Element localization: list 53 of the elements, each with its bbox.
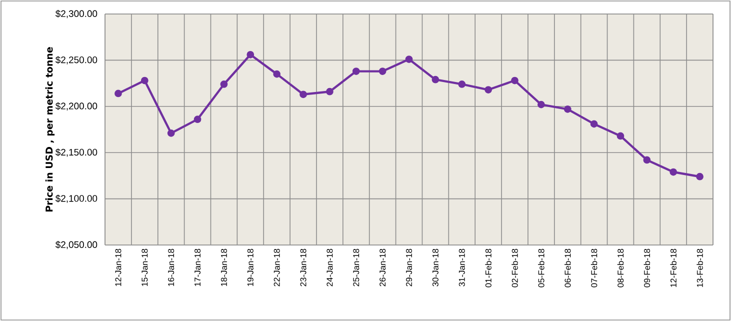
x-tick-label: 12-Jan-18 (115, 248, 122, 286)
point (194, 116, 202, 124)
x-tick-label: 25-Jan-18 (353, 248, 360, 286)
x-tick-label: 29-Jan-18 (406, 248, 412, 286)
x-tick-label: 19-Jan-18 (247, 248, 254, 286)
point (616, 132, 624, 140)
point (378, 68, 386, 75)
point (432, 76, 440, 84)
x-tick-label: 30-Jan-18 (432, 248, 438, 286)
x-tick-label: 05-Feb-18 (538, 248, 544, 288)
y-tick-label: $2,300.00 (55, 10, 98, 18)
x-tick-label: 08-Feb-18 (617, 248, 624, 288)
point (590, 120, 598, 128)
point (300, 90, 307, 98)
point (405, 56, 413, 63)
point (167, 130, 175, 137)
point (352, 68, 360, 75)
x-tick-label: 24-Jan-18 (326, 248, 333, 286)
point (326, 88, 334, 96)
point (696, 172, 704, 180)
x-tick-label: 23-Jan-18 (300, 248, 306, 286)
x-tick-label: 06-Feb-18 (564, 248, 571, 288)
y-tick-label: $2,150.00 (55, 148, 98, 157)
point (537, 100, 545, 108)
x-tick-label: 13-Feb-18 (696, 248, 703, 287)
y-axis-title: Price in USD , per metric tonne (45, 47, 55, 212)
x-tick-label: 15-Jan-18 (142, 248, 148, 286)
point (511, 76, 518, 84)
point (643, 156, 651, 164)
point (564, 105, 572, 113)
x-tick-label: 22-Jan-18 (274, 248, 280, 286)
x-tick-label: 18-Jan-18 (220, 248, 227, 286)
y-tick-label: $2,200.00 (55, 102, 98, 111)
x-tick-label: 12-Feb-18 (670, 248, 676, 287)
point (458, 80, 466, 88)
x-tick-label: 31-Jan-18 (458, 248, 465, 286)
x-tick-label: 07-Feb-18 (590, 248, 598, 288)
point (670, 168, 678, 176)
point (220, 80, 228, 88)
point (246, 50, 254, 58)
x-tick-label: 16-Jan-18 (168, 248, 174, 286)
point (273, 70, 281, 78)
x-tick-label: 01-Feb-18 (485, 248, 492, 288)
y-tick-label: $2,050.00 (55, 240, 98, 250)
x-tick-label: 26-Jan-18 (380, 248, 386, 286)
point (114, 90, 122, 98)
x-tick-label: 17-Jan-18 (194, 248, 201, 286)
point (484, 86, 492, 94)
x-tick-label: 09-Feb-18 (644, 248, 650, 288)
x-tick-label: 02-Feb-18 (512, 248, 518, 288)
point (140, 76, 148, 84)
y-tick-label: $2,250.00 (55, 56, 98, 64)
y-tick-label: $2,100.00 (55, 194, 98, 203)
